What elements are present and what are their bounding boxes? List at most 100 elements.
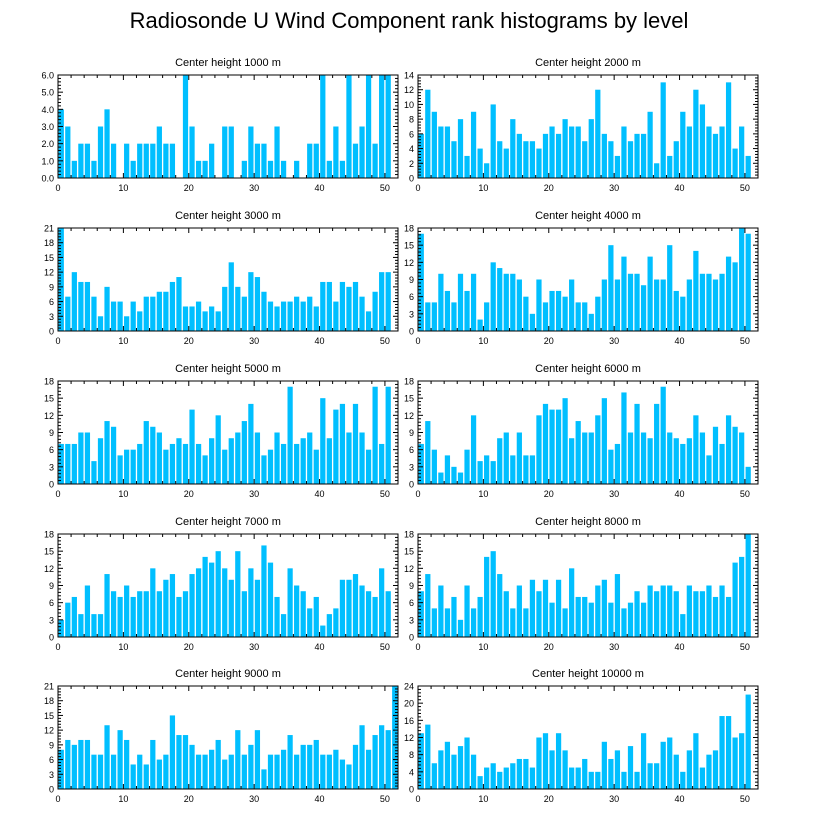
histogram-bar	[97, 614, 104, 637]
histogram-bar	[608, 758, 614, 789]
x-tick-label: 40	[675, 489, 685, 499]
histogram-bar	[248, 272, 254, 331]
histogram-bar	[202, 160, 208, 178]
histogram-bar	[634, 771, 640, 789]
histogram-bar	[588, 771, 594, 789]
histogram-bar	[673, 141, 679, 178]
histogram-bar	[680, 111, 686, 178]
y-tick-label: 9	[49, 740, 54, 750]
histogram-bar	[582, 596, 588, 637]
histogram-bar	[280, 301, 287, 331]
histogram-bar	[130, 160, 136, 178]
histogram-bar	[634, 273, 640, 331]
x-tick-label: 0	[55, 489, 60, 499]
histogram-bar	[365, 449, 372, 484]
histogram-bar	[706, 754, 712, 789]
histogram-bar	[195, 568, 202, 637]
histogram-bar	[569, 438, 575, 484]
y-tick-label: 14	[404, 71, 414, 81]
x-tick-label: 40	[675, 336, 685, 346]
x-tick-label: 40	[315, 794, 325, 804]
histogram-bar	[143, 296, 149, 331]
panel-title: Center height 2000 m	[535, 57, 641, 69]
histogram-bar	[680, 614, 686, 637]
y-tick-label: 9	[49, 282, 54, 292]
histogram-bar	[595, 296, 601, 331]
histogram-bar	[143, 143, 149, 178]
histogram-bar	[150, 739, 156, 789]
x-tick-label: 30	[249, 336, 259, 346]
histogram-bar	[339, 579, 346, 637]
histogram-bar	[582, 141, 588, 178]
histogram-bar	[110, 426, 117, 484]
y-tick-label: 0	[409, 174, 414, 184]
histogram-panel: 0 3 6 9 12 15 18 0 10 20 30 40 50	[404, 530, 759, 652]
histogram-bar	[608, 141, 614, 178]
histogram-bar	[182, 75, 189, 178]
histogram-bar	[189, 574, 195, 637]
histogram-bar	[503, 767, 509, 789]
x-tick-label: 10	[478, 183, 488, 193]
histogram-bar	[562, 750, 568, 789]
histogram-bar	[333, 409, 339, 484]
histogram-bar	[228, 126, 234, 178]
histogram-panel: 0 2 4 6 8 10 12 14 0 10 20 30 40 50	[404, 71, 759, 193]
histogram-bar	[699, 104, 706, 178]
histogram-bar	[143, 764, 149, 789]
x-tick-label: 30	[609, 183, 619, 193]
histogram-bar	[117, 455, 123, 484]
histogram-bar	[627, 141, 634, 178]
histogram-bar	[470, 415, 477, 484]
histogram-bar	[58, 228, 64, 331]
x-tick-label: 50	[740, 489, 750, 499]
histogram-bar	[300, 438, 306, 484]
histogram-bar	[470, 111, 477, 178]
histogram-bar	[549, 409, 555, 484]
histogram-bar	[156, 591, 162, 637]
histogram-bar	[739, 733, 745, 789]
histogram-bar	[78, 614, 84, 637]
histogram-bar	[176, 438, 182, 484]
histogram-bar	[569, 126, 575, 178]
histogram-bar	[640, 602, 647, 637]
histogram-bar	[307, 143, 313, 178]
histogram-bar	[575, 302, 581, 331]
histogram-bar	[209, 306, 215, 331]
histogram-bar	[104, 286, 110, 331]
histogram-bar	[719, 273, 725, 331]
histogram-bar	[673, 591, 679, 637]
histogram-bar	[614, 279, 621, 331]
histogram-bar	[418, 443, 424, 484]
y-tick-label: 12	[44, 411, 54, 421]
histogram-bar	[287, 386, 293, 484]
histogram-bar	[497, 574, 503, 637]
histogram-bar	[91, 296, 97, 331]
histogram-bar	[712, 596, 719, 637]
y-tick-label: 6	[409, 445, 414, 455]
histogram-bar	[182, 591, 189, 637]
histogram-bar	[621, 126, 627, 178]
histogram-bar	[320, 281, 326, 331]
y-tick-label: 12	[404, 411, 414, 421]
histogram-bar	[320, 75, 326, 178]
histogram-bar	[320, 625, 326, 637]
histogram-bar	[287, 735, 293, 789]
y-tick-label: 0	[409, 480, 414, 490]
histogram-bar	[490, 104, 496, 178]
histogram-bar	[137, 754, 143, 789]
y-tick-label: 6	[49, 755, 54, 765]
histogram-bar	[352, 281, 359, 331]
histogram-bar	[647, 111, 653, 178]
histogram-bar	[110, 591, 117, 637]
histogram-bar	[156, 291, 162, 331]
plot-area: 0 3 6 9 12 15 18 0 10 20 30 40 50	[404, 377, 759, 499]
histogram-bar	[124, 316, 130, 331]
histogram-bar	[254, 143, 261, 178]
histogram-bar	[575, 421, 581, 484]
histogram-bar	[372, 735, 378, 789]
histogram-bar	[137, 143, 143, 178]
y-tick-label: 4	[409, 144, 414, 154]
histogram-bar	[124, 739, 130, 789]
histogram-bar	[438, 273, 444, 331]
y-tick-label: 15	[404, 547, 414, 557]
